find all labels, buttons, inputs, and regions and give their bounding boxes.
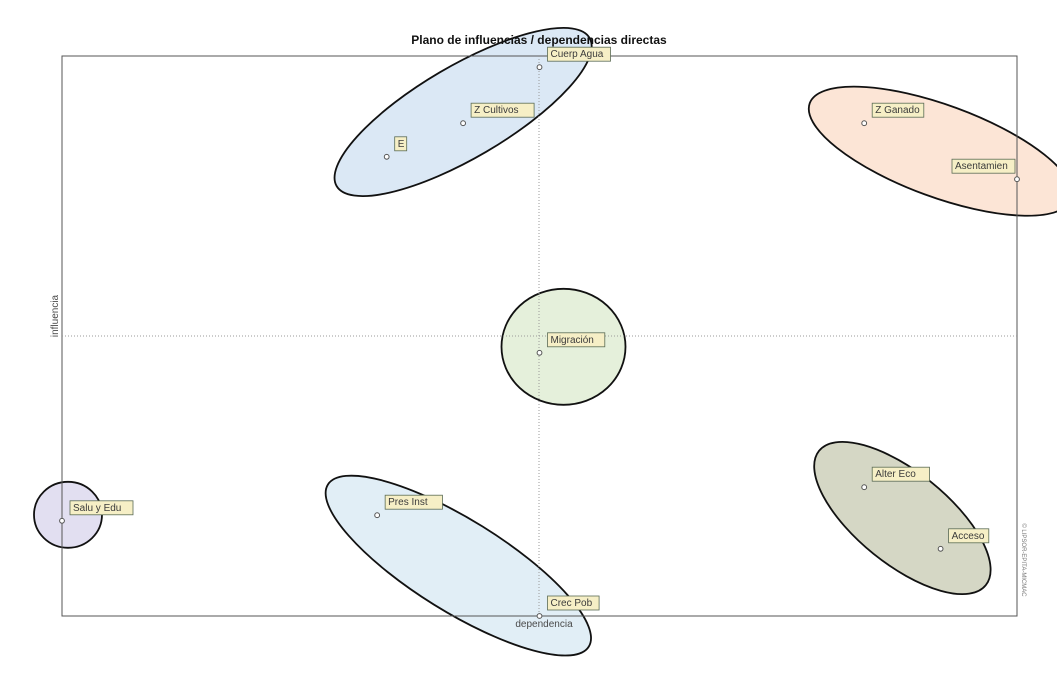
point-label-box-salu-y-edu xyxy=(69,500,134,516)
point-label-box-e xyxy=(394,136,408,152)
y-axis-label: influencia xyxy=(50,294,61,337)
cluster-ellipse-1 xyxy=(333,27,593,197)
point-label-box-cuerp-agua xyxy=(547,46,611,62)
chart-title: Plano de influencias / dependencias dire… xyxy=(411,33,667,47)
data-point-z-ganado xyxy=(861,120,868,127)
data-point-e xyxy=(383,153,390,160)
cluster-ellipse-6 xyxy=(324,474,592,657)
data-point-pres-inst xyxy=(374,512,381,519)
point-label-box-crec-pob xyxy=(547,595,600,611)
data-point-cuerp-agua xyxy=(536,64,543,71)
point-label-box-acceso xyxy=(948,528,990,544)
point-label-z-ganado: Z Ganado xyxy=(875,105,920,116)
point-label-box-alter-eco xyxy=(871,466,930,482)
point-label-pres-inst: Pres Inst xyxy=(388,497,428,508)
point-label-acceso: Acceso xyxy=(952,531,985,542)
data-point-z-cultivos xyxy=(460,120,467,127)
point-layer xyxy=(59,64,1020,619)
point-label-alter-eco: Alter Eco xyxy=(875,469,916,480)
x-axis-label: dependencia xyxy=(515,619,573,630)
point-label-z-cultivos: Z Cultivos xyxy=(474,105,518,116)
data-point-crec-pob xyxy=(536,613,543,619)
cluster-ellipse-2 xyxy=(807,85,1057,217)
watermark-text: © LIPSOR-EPITA-MICMAC xyxy=(1020,523,1027,597)
point-label-cuerp-agua: Cuerp Agua xyxy=(551,49,604,60)
data-point-alter-eco xyxy=(861,484,868,491)
point-label-box-z-ganado xyxy=(871,102,925,118)
data-point-migracion xyxy=(536,349,543,356)
data-point-acceso xyxy=(937,545,944,552)
point-label-e: E xyxy=(398,139,405,150)
cluster-ellipse-4 xyxy=(813,440,992,596)
point-label-asentamien: Asentamien xyxy=(955,161,1008,172)
point-label-migracion: Migración xyxy=(551,335,594,346)
data-point-asentamien xyxy=(1014,176,1020,183)
point-label-box-migracion xyxy=(547,332,606,348)
point-label-crec-pob: Crec Pob xyxy=(551,598,593,609)
label-layer: Cuerp Agua Z Cultivos E Z Ganado Asentamien M… xyxy=(69,46,1016,611)
point-label-box-pres-inst xyxy=(384,494,443,510)
data-point-salu-y-edu xyxy=(59,517,65,524)
point-label-box-asentamien xyxy=(951,158,1016,174)
point-label-salu-y-edu: Salu y Edu xyxy=(73,503,121,514)
point-label-box-z-cultivos xyxy=(470,102,535,118)
